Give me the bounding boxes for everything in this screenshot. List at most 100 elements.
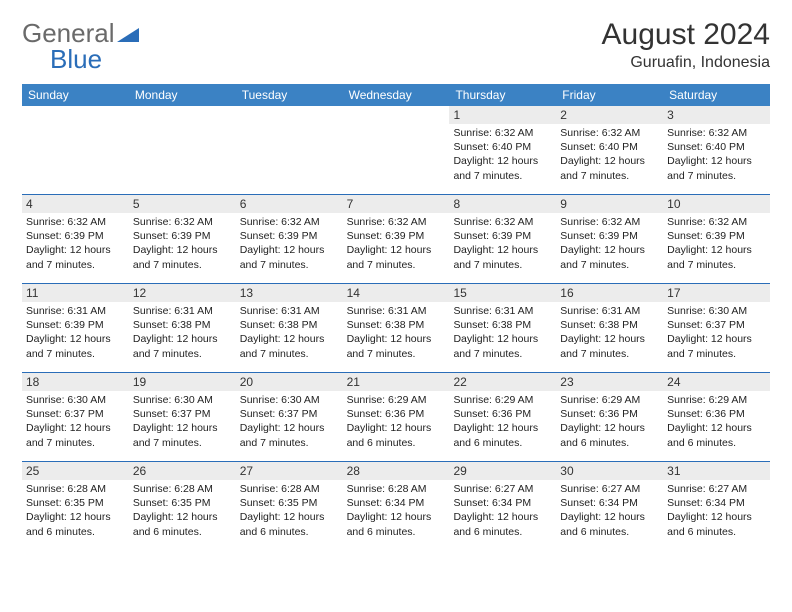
logo-triangle-icon: [117, 24, 139, 42]
daynum-row: [22, 106, 129, 124]
day-number: 11: [26, 286, 38, 300]
day-info: Sunrise: 6:32 AMSunset: 6:40 PMDaylight:…: [556, 124, 663, 187]
daynum-row: 13: [236, 284, 343, 302]
day-cell: 28Sunrise: 6:28 AMSunset: 6:34 PMDayligh…: [343, 462, 450, 550]
day-info: Sunrise: 6:27 AMSunset: 6:34 PMDaylight:…: [556, 480, 663, 543]
daynum-row: 8: [449, 195, 556, 213]
day-info: Sunrise: 6:28 AMSunset: 6:35 PMDaylight:…: [129, 480, 236, 543]
day-cell: 3Sunrise: 6:32 AMSunset: 6:40 PMDaylight…: [663, 106, 770, 194]
day-of-week-header: Monday: [129, 84, 236, 106]
day-info: Sunrise: 6:28 AMSunset: 6:35 PMDaylight:…: [22, 480, 129, 543]
day-cell: 13Sunrise: 6:31 AMSunset: 6:38 PMDayligh…: [236, 284, 343, 372]
week-row: 25 Sunrise: 6:28 AMSunset: 6:35 PMDayligh…: [22, 461, 770, 550]
day-cell: [129, 106, 236, 194]
day-number: 22: [453, 375, 466, 389]
daynum-row: 1: [449, 106, 556, 124]
day-info: Sunrise: 6:32 AMSunset: 6:39 PMDaylight:…: [343, 213, 450, 276]
daynum-row: 20: [236, 373, 343, 391]
month-title: August 2024: [602, 18, 770, 52]
logo-text-blue: Blue: [50, 44, 102, 75]
day-number: 28: [347, 464, 360, 478]
day-number: 21: [347, 375, 360, 389]
day-number: 5: [133, 197, 140, 211]
day-number: 23: [560, 375, 573, 389]
day-cell: 15 Sunrise: 6:31 AMSunset: 6:38 PMDayligh…: [449, 284, 556, 372]
day-cell: 26 Sunrise: 6:28 AMSunset: 6:35 PMDayligh…: [129, 462, 236, 550]
day-cell: 27Sunrise: 6:28 AMSunset: 6:35 PMDayligh…: [236, 462, 343, 550]
day-number: 1: [453, 108, 460, 122]
calendar: SundayMondayTuesdayWednesdayThursdayFrid…: [22, 84, 770, 550]
day-of-week-header: Tuesday: [236, 84, 343, 106]
day-info: Sunrise: 6:31 AMSunset: 6:38 PMDaylight:…: [236, 302, 343, 365]
day-of-week-header: Sunday: [22, 84, 129, 106]
day-number: 12: [133, 286, 146, 300]
daynum-row: 28: [343, 462, 450, 480]
daynum-row: 10: [663, 195, 770, 213]
daynum-row: 18: [22, 373, 129, 391]
day-number: 20: [240, 375, 253, 389]
day-number: 14: [347, 286, 360, 300]
day-number: 29: [453, 464, 466, 478]
day-info: Sunrise: 6:32 AMSunset: 6:39 PMDaylight:…: [449, 213, 556, 276]
day-number: 15: [453, 286, 466, 300]
day-number: 26: [133, 464, 146, 478]
day-info: Sunrise: 6:31 AMSunset: 6:38 PMDaylight:…: [556, 302, 663, 365]
day-cell: 23Sunrise: 6:29 AMSunset: 6:36 PMDayligh…: [556, 373, 663, 461]
day-number: 17: [667, 286, 680, 300]
day-info: Sunrise: 6:30 AMSunset: 6:37 PMDaylight:…: [129, 391, 236, 454]
day-cell: 16Sunrise: 6:31 AMSunset: 6:38 PMDayligh…: [556, 284, 663, 372]
day-cell: 21Sunrise: 6:29 AMSunset: 6:36 PMDayligh…: [343, 373, 450, 461]
day-cell: 29Sunrise: 6:27 AMSunset: 6:34 PMDayligh…: [449, 462, 556, 550]
day-number: 25: [26, 464, 39, 478]
day-number: 3: [667, 108, 674, 122]
day-cell: 7 Sunrise: 6:32 AMSunset: 6:39 PMDaylight…: [343, 195, 450, 283]
logo-line2: Blue: [26, 44, 102, 75]
week-row: 1 Sunrise: 6:32 AMSunset: 6:40 PMDaylight…: [22, 106, 770, 194]
daynum-row: [343, 106, 450, 124]
day-cell: [22, 106, 129, 194]
daynum-row: 3: [663, 106, 770, 124]
day-number: 7: [347, 197, 354, 211]
daynum-row: 5: [129, 195, 236, 213]
day-cell: 20Sunrise: 6:30 AMSunset: 6:37 PMDayligh…: [236, 373, 343, 461]
day-info: Sunrise: 6:32 AMSunset: 6:39 PMDaylight:…: [663, 213, 770, 276]
daynum-row: 17: [663, 284, 770, 302]
day-number: 4: [26, 197, 33, 211]
weeks-container: 1 Sunrise: 6:32 AMSunset: 6:40 PMDaylight…: [22, 106, 770, 550]
day-number: 8: [453, 197, 460, 211]
day-number: 31: [667, 464, 680, 478]
daynum-row: 21: [343, 373, 450, 391]
daynum-row: 26: [129, 462, 236, 480]
daynum-row: 14: [343, 284, 450, 302]
day-cell: 4 Sunrise: 6:32 AMSunset: 6:39 PMDaylight…: [22, 195, 129, 283]
daynum-row: 24: [663, 373, 770, 391]
location: Guruafin, Indonesia: [602, 54, 770, 72]
daynum-row: 16: [556, 284, 663, 302]
day-info: Sunrise: 6:32 AMSunset: 6:39 PMDaylight:…: [22, 213, 129, 276]
day-info: Sunrise: 6:30 AMSunset: 6:37 PMDaylight:…: [663, 302, 770, 365]
day-cell: [236, 106, 343, 194]
day-number: 9: [560, 197, 567, 211]
daynum-row: 23: [556, 373, 663, 391]
day-cell: 14Sunrise: 6:31 AMSunset: 6:38 PMDayligh…: [343, 284, 450, 372]
daynum-row: 2: [556, 106, 663, 124]
week-row: 18Sunrise: 6:30 AMSunset: 6:37 PMDayligh…: [22, 372, 770, 461]
day-info: Sunrise: 6:31 AMSunset: 6:38 PMDaylight:…: [449, 302, 556, 365]
day-cell: 8 Sunrise: 6:32 AMSunset: 6:39 PMDaylight…: [449, 195, 556, 283]
day-info: Sunrise: 6:29 AMSunset: 6:36 PMDaylight:…: [663, 391, 770, 454]
day-cell: 22Sunrise: 6:29 AMSunset: 6:36 PMDayligh…: [449, 373, 556, 461]
day-number: 19: [133, 375, 146, 389]
day-of-week-header: Wednesday: [343, 84, 450, 106]
day-cell: 18Sunrise: 6:30 AMSunset: 6:37 PMDayligh…: [22, 373, 129, 461]
day-cell: 31Sunrise: 6:27 AMSunset: 6:34 PMDayligh…: [663, 462, 770, 550]
daynum-row: 12: [129, 284, 236, 302]
header: General August 2024 Guruafin, Indonesia: [22, 18, 770, 72]
daynum-row: [236, 106, 343, 124]
title-block: August 2024 Guruafin, Indonesia: [602, 18, 770, 72]
daynum-row: 31: [663, 462, 770, 480]
daynum-row: 25: [22, 462, 129, 480]
daynum-row: 30: [556, 462, 663, 480]
day-info: Sunrise: 6:31 AMSunset: 6:39 PMDaylight:…: [22, 302, 129, 365]
daynum-row: 15: [449, 284, 556, 302]
day-of-week-header: Thursday: [449, 84, 556, 106]
